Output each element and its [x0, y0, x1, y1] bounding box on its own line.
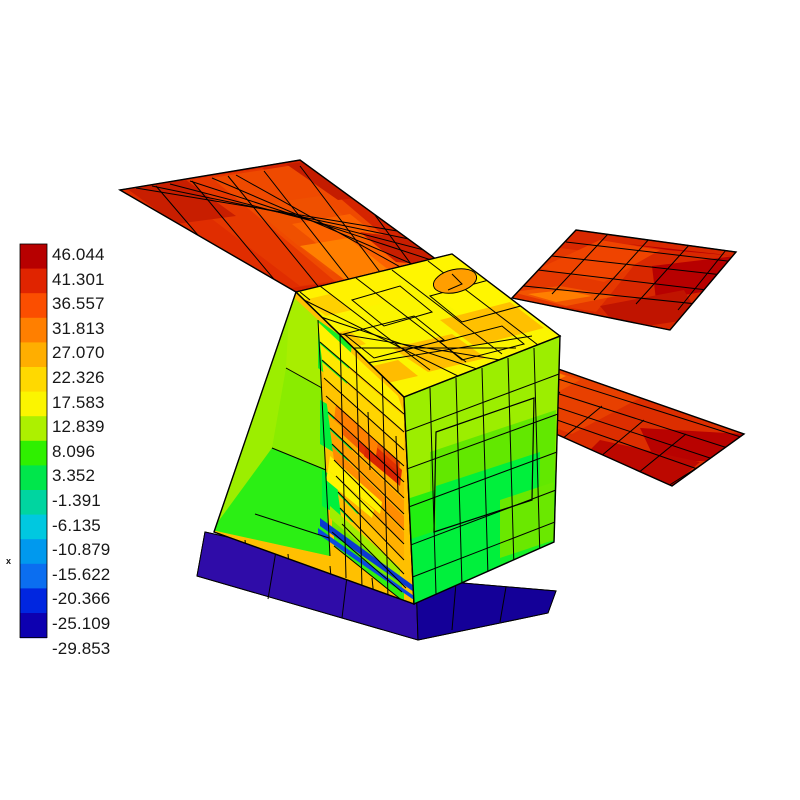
legend-tick-label: -29.853 — [52, 638, 111, 658]
legend-band[interactable] — [20, 268, 47, 294]
legend-tick-label: -25.109 — [52, 614, 111, 633]
legend-band[interactable] — [20, 563, 47, 589]
legend-tick-label: -6.135 — [52, 515, 101, 535]
antenna-dish[interactable] — [431, 265, 479, 297]
legend-band[interactable] — [20, 293, 47, 319]
legend-tick-label: 46.044 — [52, 245, 105, 264]
legend-tick-label: 3.352 — [52, 466, 96, 486]
legend-band[interactable] — [20, 244, 47, 270]
legend-tick-label: 36.557 — [52, 294, 105, 314]
legend-band[interactable] — [20, 416, 47, 442]
legend-band[interactable] — [20, 465, 47, 491]
legend-tick-label: 27.070 — [52, 343, 105, 363]
legend-tick-label: 8.096 — [52, 441, 96, 461]
legend-tick-label: -1.391 — [52, 491, 101, 510]
temperature-contour-legend[interactable] — [19, 243, 48, 639]
spacecraft-interior-trays[interactable] — [212, 290, 415, 618]
legend-tick-label: -20.366 — [52, 589, 111, 609]
legend-tick-label: 17.583 — [52, 392, 105, 412]
legend-tick-label: -15.622 — [52, 564, 111, 584]
legend-band[interactable] — [20, 317, 47, 343]
legend-band[interactable] — [20, 342, 47, 368]
legend-tick-label: 12.839 — [52, 417, 105, 437]
legend-band[interactable] — [20, 391, 47, 417]
legend-band[interactable] — [20, 490, 47, 516]
legend-band[interactable] — [20, 588, 47, 614]
legend-band[interactable] — [20, 514, 47, 540]
spacecraft-top-deck[interactable] — [294, 253, 562, 398]
legend-outline — [19, 243, 48, 639]
legend-band[interactable] — [20, 440, 47, 466]
solar-panel-upper-right[interactable] — [510, 229, 738, 331]
legend-tick-label: 41.301 — [52, 269, 105, 289]
legend-band[interactable] — [20, 613, 47, 639]
legend-band[interactable] — [20, 367, 47, 393]
legend-tick-label: 22.326 — [52, 368, 105, 387]
legend-tick-label: 31.813 — [52, 318, 105, 338]
spacecraft-right-face[interactable] — [403, 334, 561, 606]
legend-tick-label: -10.879 — [52, 540, 111, 560]
legend-band[interactable] — [20, 539, 47, 565]
axis-x-label: x — [6, 556, 12, 566]
